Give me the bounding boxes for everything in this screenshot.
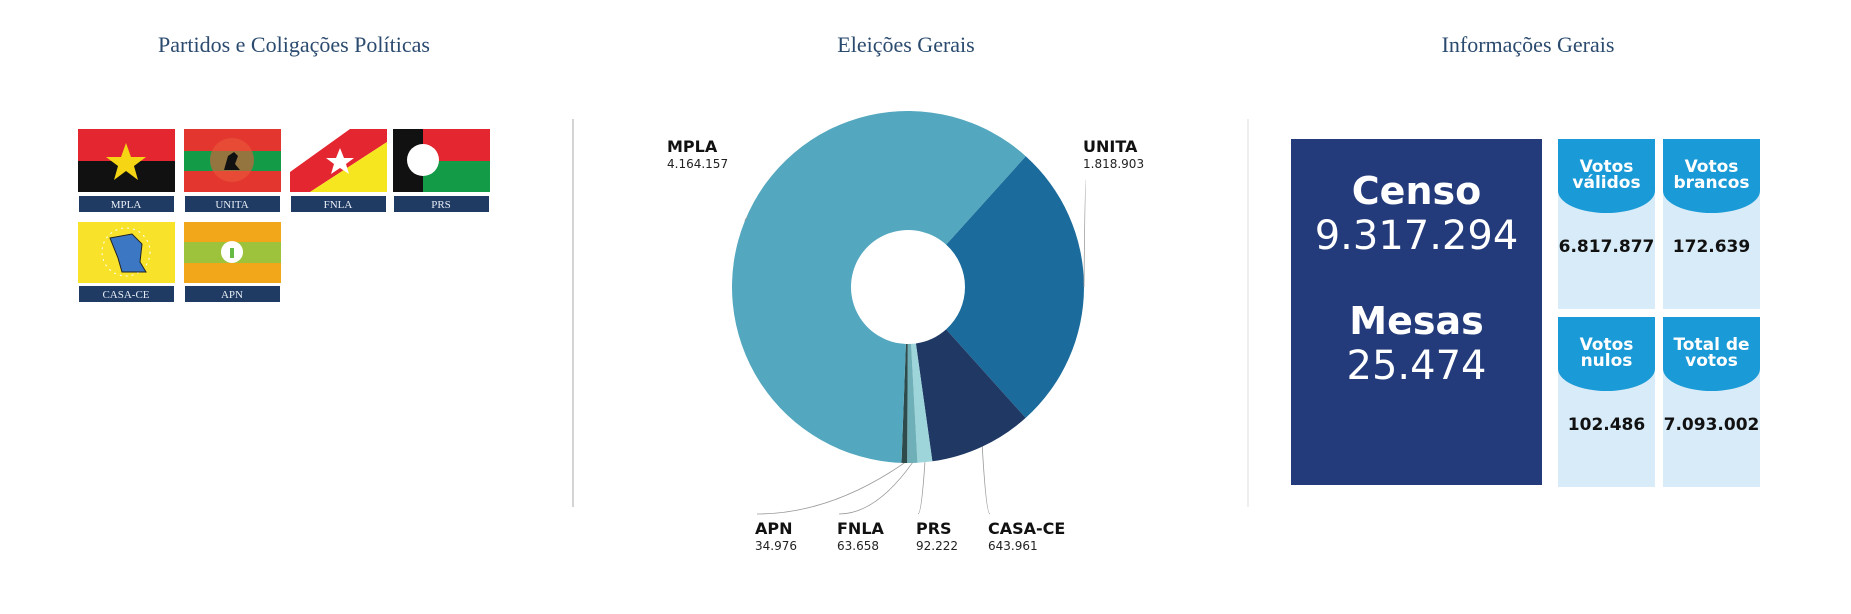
flag-label-bg — [185, 286, 280, 302]
flag — [78, 129, 175, 192]
pie-slice — [732, 111, 1026, 463]
slice-value: 63.658 — [837, 539, 879, 553]
section-title: Partidos e Coligações Políticas — [158, 32, 430, 57]
card-value: 172.639 — [1672, 237, 1751, 257]
censo-value: 9.317.294 — [1314, 213, 1519, 259]
flag-label-bg — [291, 196, 386, 212]
pie-slice — [911, 343, 933, 463]
flag-label-bg — [185, 196, 280, 212]
flag-label: APN — [221, 289, 243, 301]
pie-slice — [946, 156, 1084, 418]
flag-label: CASA-CE — [102, 289, 149, 301]
section-title: Informações Gerais — [1442, 32, 1615, 57]
card-value: 102.486 — [1567, 415, 1646, 435]
flag — [184, 129, 281, 192]
leader-line — [744, 216, 749, 222]
flag-label: UNITA — [215, 199, 248, 211]
flag — [290, 129, 387, 192]
flag-label-bg — [79, 196, 174, 212]
slice-value: 34.976 — [755, 539, 797, 553]
slice-name: CASA-CE — [988, 519, 1065, 538]
pie-slice — [901, 343, 908, 463]
slice-name: PRS — [916, 519, 952, 538]
leader-line — [917, 462, 926, 515]
flag — [393, 129, 490, 192]
stat-card: Votos válidos 6.817.877 — [1558, 139, 1655, 309]
card-label: Total de votos — [1663, 317, 1760, 391]
chart-title: Eleições Gerais — [837, 32, 974, 57]
slice-value: 4.164.157 — [667, 157, 728, 171]
flag-label: FNLA — [324, 199, 353, 211]
flag-label: PRS — [431, 199, 451, 211]
stat-card: Votos brancos 172.639 — [1663, 139, 1760, 309]
slice-value: 1.818.903 — [1083, 157, 1144, 171]
card-value: 6.817.877 — [1558, 237, 1655, 257]
slice-value: 92.222 — [916, 539, 958, 553]
slice-name: APN — [755, 519, 793, 538]
slice-name: MPLA — [667, 137, 718, 156]
mesas-value: 25.474 — [1346, 343, 1487, 389]
censo-label: Censo — [1351, 169, 1482, 213]
flag — [184, 222, 281, 283]
pie-slice — [915, 329, 1026, 462]
pie-slice — [907, 343, 918, 463]
card-value: 7.093.002 — [1663, 415, 1760, 435]
slice-name: UNITA — [1083, 137, 1138, 156]
flag-label-bg — [394, 196, 489, 212]
flag-label: MPLA — [111, 199, 142, 211]
leader-line — [1083, 179, 1087, 288]
card-label: Votos brancos — [1663, 139, 1760, 213]
flag-label-bg — [79, 286, 174, 302]
slice-value: 643.961 — [988, 539, 1038, 553]
stat-card: Total de votos 7.093.002 — [1663, 317, 1760, 487]
flag — [78, 222, 175, 283]
mesas-label: Mesas — [1349, 299, 1484, 343]
leader-line — [756, 462, 905, 515]
leader-line — [981, 446, 991, 515]
summary-box: Censo 9.317.294 Mesas 25.474 — [1291, 139, 1542, 485]
card-label: Votos nulos — [1558, 317, 1655, 391]
card-label: Votos válidos — [1558, 139, 1655, 213]
stat-card: Votos nulos 102.486 — [1558, 317, 1655, 487]
leader-line — [838, 462, 913, 515]
slice-name: FNLA — [837, 519, 885, 538]
